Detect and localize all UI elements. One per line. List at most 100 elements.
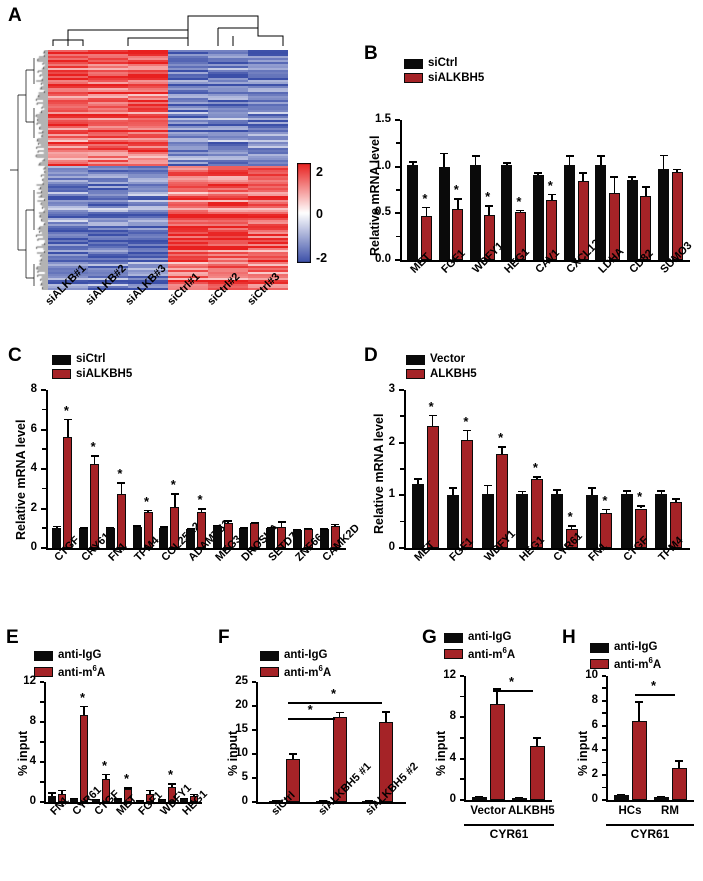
bar-siCtrl-HEG1 bbox=[501, 164, 513, 260]
y-tick bbox=[399, 389, 404, 391]
error-bar-cap bbox=[448, 487, 457, 490]
error-bar-cap bbox=[610, 176, 619, 178]
bar-siCtrl-WDFY1 bbox=[470, 164, 482, 260]
y-axis-label: Relative mRNA level bbox=[368, 135, 382, 256]
x-axis-label: ALKBH5 bbox=[508, 805, 555, 817]
legend-label: ALKBH5 bbox=[430, 367, 477, 380]
y-tick-label: 0 bbox=[29, 795, 36, 807]
error-bar-cap bbox=[498, 446, 507, 448]
error-bar-cap bbox=[657, 795, 665, 798]
significance-star: * bbox=[170, 477, 176, 493]
error-bar-cap bbox=[365, 799, 374, 802]
significance-star: * bbox=[80, 689, 86, 705]
legend-label: anti-IgG bbox=[58, 649, 102, 661]
error-bar-cap bbox=[170, 493, 179, 495]
legend-label-m6a: anti-m6A bbox=[284, 663, 332, 679]
panel-b: B siCtrl siALKBH5 0.0 0.5 1.0 1.5 Relative m… bbox=[352, 44, 703, 344]
error-bar-cap bbox=[271, 800, 280, 802]
group-label: CYR61 bbox=[489, 827, 529, 841]
error-bar-cap bbox=[239, 527, 248, 529]
legend-label: anti-IgG bbox=[284, 649, 328, 661]
bar-siCtrl-MEG3 bbox=[212, 525, 222, 548]
bar-Vector-HEG1 bbox=[516, 493, 529, 548]
y-tick bbox=[41, 547, 46, 549]
error-bar-cap bbox=[224, 520, 233, 522]
legend-label: siALKBH5 bbox=[428, 71, 485, 84]
y-tick-label: 4 bbox=[449, 751, 456, 764]
error-bar-cap bbox=[146, 789, 154, 792]
x-axis-label: Vector bbox=[470, 805, 506, 817]
error-bar-cap bbox=[567, 525, 576, 527]
bar-siALKBH5-CD82 bbox=[640, 195, 652, 260]
significance-star: * bbox=[651, 678, 657, 693]
bar-siALKBH5-TPM4 bbox=[143, 511, 153, 548]
error-bar-cap bbox=[266, 526, 275, 529]
y-axis bbox=[400, 120, 403, 260]
bar-siALKBH5-CAV1 bbox=[546, 200, 558, 260]
error-bar-cap bbox=[533, 736, 541, 739]
error-bar-cap bbox=[293, 528, 302, 531]
y-tick bbox=[252, 753, 256, 755]
y-tick bbox=[252, 705, 256, 707]
y-minor-tick bbox=[42, 487, 46, 490]
bar-siCtrl-ADAMTS1 bbox=[186, 528, 195, 548]
y-tick bbox=[602, 749, 606, 752]
bar-siALKBH5-DROSHA bbox=[250, 523, 260, 548]
bar-siALKBH5-SUMO3 bbox=[671, 172, 683, 260]
panel-g-plot: 0 4 8 12 % input Vector ALKBH5 * CYR61 bbox=[418, 626, 558, 881]
bar-anti-m6A-CYR61 bbox=[80, 715, 88, 802]
bar-Vector-CTGF bbox=[620, 494, 633, 548]
error-bar-cap bbox=[518, 490, 527, 493]
bar-anti-m6A-HEG1 bbox=[190, 796, 198, 802]
error-bar-cap bbox=[190, 793, 198, 796]
error-bar-cap bbox=[596, 155, 605, 158]
bar-siALKBH5-FN1 bbox=[116, 494, 126, 548]
error-bar bbox=[625, 490, 628, 495]
error-bar bbox=[173, 493, 176, 507]
bar-anti-m6A-siCtrl bbox=[285, 759, 300, 802]
y-minor-tick bbox=[42, 408, 46, 411]
x-axis bbox=[404, 548, 690, 551]
bar-ALKBH5-WDFY1 bbox=[496, 453, 509, 548]
y-axis-label: % input bbox=[576, 730, 590, 776]
bar-anti-m6A-WDFY1 bbox=[168, 786, 176, 802]
y-tick bbox=[395, 165, 400, 168]
y-tick-label: 4 bbox=[30, 462, 37, 474]
error-bar-cap bbox=[428, 414, 437, 417]
error-bar bbox=[488, 204, 490, 216]
error-bar bbox=[61, 789, 63, 795]
bar-anti-m6A-RM bbox=[671, 768, 687, 800]
panel-f-legend: anti-IgG anti-m6A bbox=[260, 649, 332, 682]
error-bar bbox=[105, 773, 107, 779]
panel-e-label: E bbox=[6, 627, 19, 648]
error-bar-cap bbox=[675, 760, 683, 762]
bar-anti-IgG-Vector bbox=[471, 796, 487, 800]
error-bar bbox=[83, 705, 85, 715]
error-bar-cap bbox=[277, 521, 286, 523]
error-bar-cap bbox=[475, 795, 483, 798]
bar-anti-IgG-WDFY1 bbox=[158, 799, 166, 802]
legend-swatch-sictrl bbox=[404, 58, 423, 69]
bar-siALKBH5-SETD7 bbox=[277, 526, 287, 548]
y-tick-label: 15 bbox=[235, 723, 248, 735]
bar-siCtrl-DROSHA bbox=[239, 528, 249, 548]
error-bar-cap bbox=[159, 526, 168, 529]
significance-star: * bbox=[102, 757, 108, 773]
panel-d-label: D bbox=[364, 345, 378, 366]
error-bar bbox=[443, 152, 446, 167]
error-bar-cap bbox=[408, 161, 417, 163]
legend-label-m6a: anti-m6A bbox=[614, 655, 662, 671]
bar-anti-IgG-HCs bbox=[613, 795, 629, 800]
group-underline bbox=[606, 824, 694, 826]
error-bar bbox=[417, 477, 419, 485]
bar-siCtrl-CRY61 bbox=[79, 528, 89, 548]
y-tick bbox=[41, 507, 46, 510]
bar-anti-IgG-ALKBH5 bbox=[511, 797, 527, 800]
y-minor-tick bbox=[602, 761, 606, 764]
error-bar bbox=[501, 446, 503, 454]
error-bar-cap bbox=[180, 797, 188, 800]
y-minor-tick bbox=[602, 712, 606, 714]
error-bar-cap bbox=[453, 198, 462, 200]
y-tick-label: 8 bbox=[449, 710, 456, 723]
y-tick-label: 2 bbox=[30, 501, 37, 514]
